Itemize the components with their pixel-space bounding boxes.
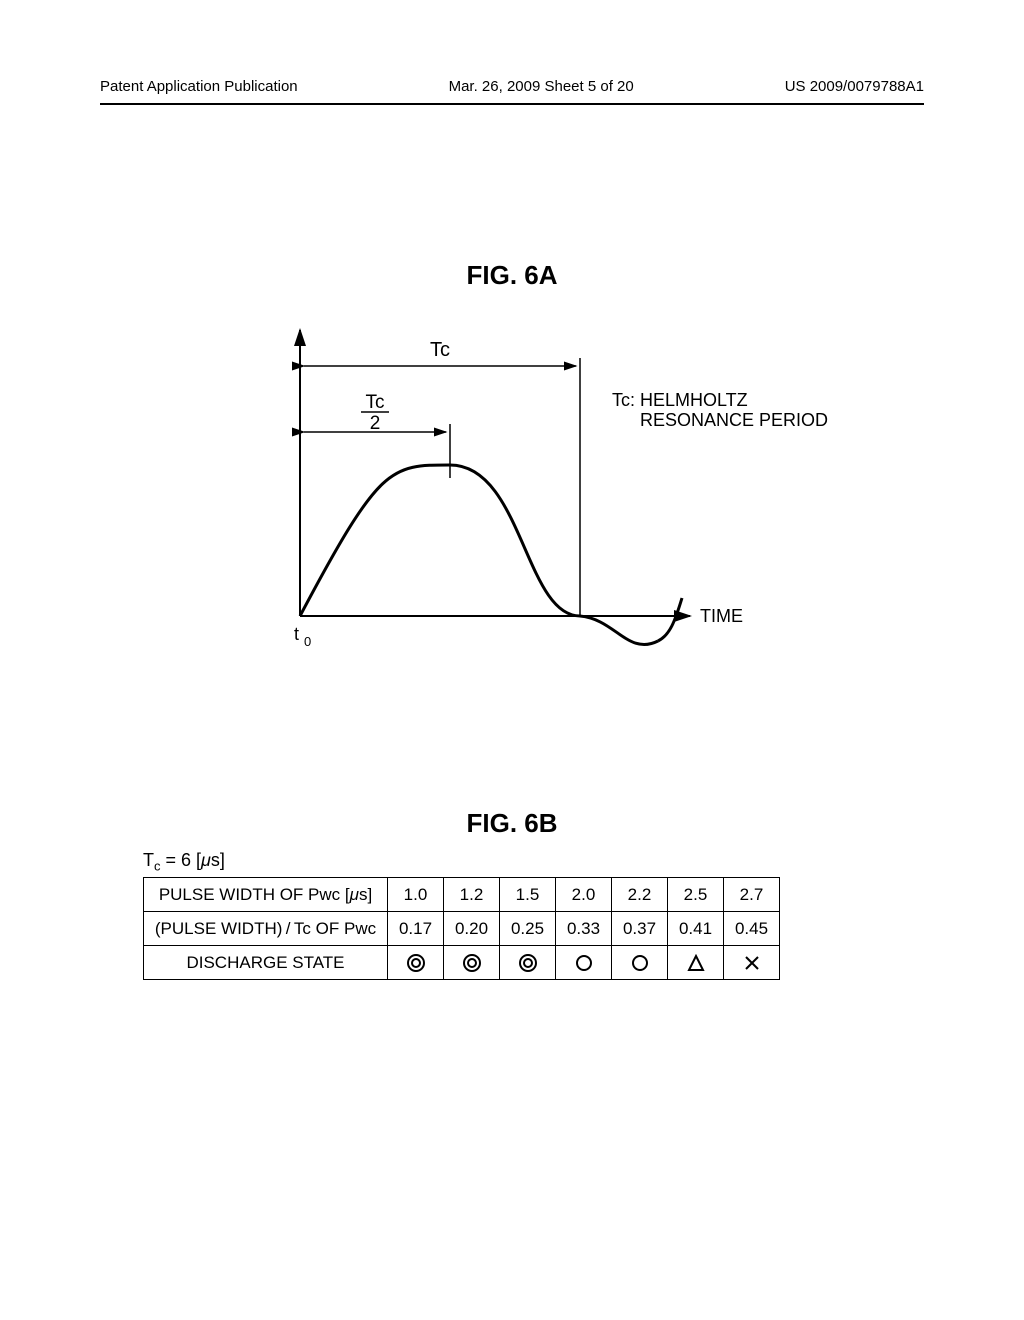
row-label: DISCHARGE STATE [144, 946, 388, 980]
header-left: Patent Application Publication [100, 78, 298, 95]
symbol-cell [388, 946, 444, 980]
svg-text:RESONANCE PERIOD: RESONANCE PERIOD [640, 410, 828, 430]
row-label: PULSE WIDTH OF Pwc [μs] [144, 878, 388, 912]
value-cell: 2.7 [724, 878, 780, 912]
value-cell: 0.41 [668, 912, 724, 946]
header-right: US 2009/0079788A1 [785, 78, 924, 95]
figure-6b-table: PULSE WIDTH OF Pwc [μs]1.01.21.52.02.22.… [143, 877, 780, 980]
symbol-cell [612, 946, 668, 980]
svg-text:Tc: Tc [430, 339, 450, 361]
value-cell: 0.37 [612, 912, 668, 946]
value-cell: 0.45 [724, 912, 780, 946]
svg-text:TIME: TIME [700, 606, 743, 626]
table-row: PULSE WIDTH OF Pwc [μs]1.01.21.52.02.22.… [144, 878, 780, 912]
header-rule [100, 103, 924, 105]
symbol-cell [444, 946, 500, 980]
page-header: Patent Application Publication Mar. 26, … [0, 78, 1024, 95]
value-cell: 0.25 [500, 912, 556, 946]
row-label: (PULSE WIDTH) / Tc OF Pwc [144, 912, 388, 946]
svg-text:t: t [294, 624, 299, 644]
figure-6a-title: FIG. 6A [0, 260, 1024, 291]
figure-6b-title: FIG. 6B [0, 808, 1024, 839]
value-cell: 0.20 [444, 912, 500, 946]
symbol-cell [556, 946, 612, 980]
symbol-cell [500, 946, 556, 980]
tc-equation: Tc = 6 [μs] [143, 850, 225, 874]
value-cell: 2.2 [612, 878, 668, 912]
value-cell: 1.5 [500, 878, 556, 912]
figure-6a-diagram: TcTc2Tc: HELMHOLTZRESONANCE PERIODTIMEt0 [270, 320, 830, 660]
value-cell: 2.0 [556, 878, 612, 912]
value-cell: 0.17 [388, 912, 444, 946]
value-cell: 1.0 [388, 878, 444, 912]
svg-text:0: 0 [304, 634, 311, 649]
figure-6a-svg: TcTc2Tc: HELMHOLTZRESONANCE PERIODTIMEt0 [270, 320, 830, 660]
value-cell: 2.5 [668, 878, 724, 912]
svg-text:2: 2 [370, 413, 381, 434]
svg-text:Tc: Tc [366, 392, 385, 413]
table-row: DISCHARGE STATE [144, 946, 780, 980]
symbol-cell [668, 946, 724, 980]
value-cell: 0.33 [556, 912, 612, 946]
svg-text:Tc: HELMHOLTZ: Tc: HELMHOLTZ [612, 390, 748, 410]
header-center: Mar. 26, 2009 Sheet 5 of 20 [449, 78, 634, 95]
table-row: (PULSE WIDTH) / Tc OF Pwc0.170.200.250.3… [144, 912, 780, 946]
value-cell: 1.2 [444, 878, 500, 912]
symbol-cell [724, 946, 780, 980]
